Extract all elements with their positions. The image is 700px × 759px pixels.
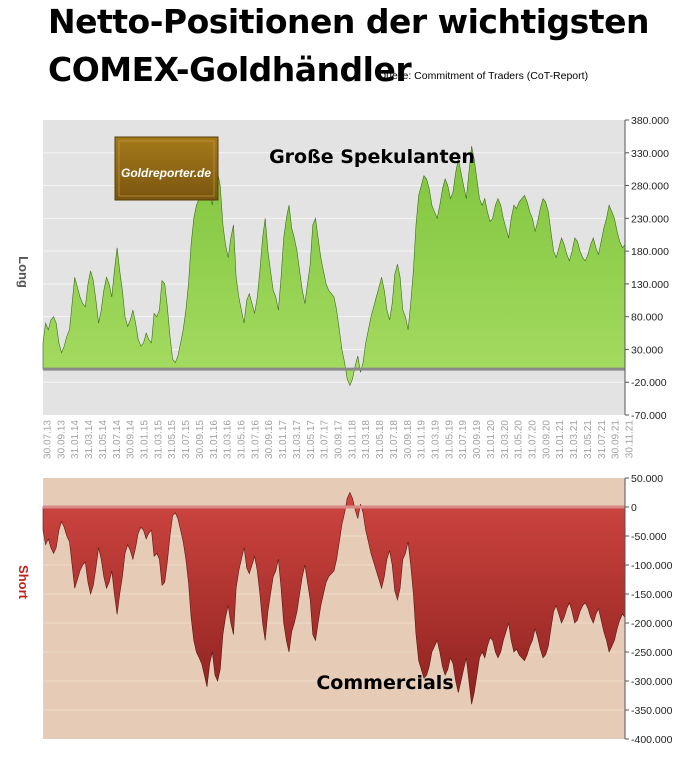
x-tick-label: 31.07.18 — [389, 420, 400, 459]
x-tick-label: 30.09.16 — [264, 420, 275, 459]
x-tick-label: 31.01.21 — [555, 420, 566, 459]
y-tick-label: -100.000 — [631, 560, 673, 572]
y-tick-label: -300.000 — [631, 676, 673, 688]
page-title-line-1: Netto-Positionen der wichtigsten — [48, 2, 649, 41]
x-tick-label: 30.09.19 — [472, 420, 483, 459]
bottom-y-axis-label: Short — [16, 565, 31, 600]
top-y-tick-labels: 380.000 330.000 280.000 230.000 180.000 130.0… — [625, 115, 669, 422]
top-series-title: Große Spekulanten — [269, 146, 475, 168]
logo-text: Goldreporter.de — [121, 166, 211, 180]
x-tick-label: 30.09.17 — [334, 420, 345, 459]
goldreporter-logo: Goldreporter.de — [114, 136, 219, 201]
x-tick-label: 30.09.14 — [126, 420, 137, 459]
x-tick-label: 31.07.15 — [181, 420, 192, 459]
x-tick-label: 31.05.17 — [306, 420, 317, 459]
x-tick-label: 31.01.15 — [140, 420, 151, 459]
y-tick-label: -250.000 — [631, 647, 673, 659]
short-area-series — [42, 491, 626, 705]
x-tick-label: 31.03.17 — [292, 420, 303, 459]
x-tick-label: 31.03.18 — [361, 420, 372, 459]
y-tick-label: 50.000 — [631, 473, 663, 485]
x-tick-label: 30.09.18 — [403, 420, 414, 459]
y-tick-label: -200.000 — [631, 618, 673, 630]
x-tick-label: 31.01.18 — [347, 420, 358, 459]
x-tick-label: 30.09.15 — [195, 420, 206, 459]
bottom-y-tick-labels: 50.000 0 -50.000 -100.000 -150.000 -200.000 -2… — [625, 473, 673, 746]
x-tick-label: 31.01.17 — [278, 420, 289, 459]
y-tick-label: 80.000 — [631, 312, 663, 324]
x-tick-label: 31.05.16 — [237, 420, 248, 459]
x-tick-label: 30.09.21 — [611, 420, 622, 459]
y-tick-label: 280.000 — [631, 181, 669, 193]
x-tick-label: 31.07.16 — [250, 420, 261, 459]
x-tick-label: 31.07.17 — [320, 420, 331, 459]
x-tick-label: 31.05.20 — [514, 420, 525, 459]
x-tick-label: 31.03.20 — [500, 420, 511, 459]
x-tick-label: 31.05.14 — [98, 420, 109, 459]
long-area-series — [42, 146, 626, 387]
x-tick-label: 31.03.16 — [223, 420, 234, 459]
x-tick-label: 31.01.20 — [486, 420, 497, 459]
y-tick-label: 230.000 — [631, 213, 669, 225]
x-tick-label: 31.03.14 — [84, 420, 95, 459]
x-tick-label: 31.05.19 — [444, 420, 455, 459]
y-tick-label: -400.000 — [631, 734, 673, 746]
x-tick-label: 31.03.19 — [431, 420, 442, 459]
y-tick-label: -150.000 — [631, 589, 673, 601]
y-tick-label: -350.000 — [631, 705, 673, 717]
y-tick-label: -50.000 — [631, 531, 667, 543]
y-tick-label: -70.000 — [631, 410, 667, 422]
y-tick-label: 380.000 — [631, 115, 669, 127]
y-tick-label: 330.000 — [631, 148, 669, 160]
bottom-series-title: Commercials — [316, 672, 453, 694]
x-tick-label: 31.07.14 — [112, 420, 123, 459]
x-tick-label: 31.03.21 — [569, 420, 580, 459]
x-tick-label: 31.07.20 — [528, 420, 539, 459]
x-tick-label: 31.01.14 — [70, 420, 81, 459]
y-tick-label: 30.000 — [631, 344, 663, 356]
y-tick-label: 0 — [631, 502, 637, 514]
x-tick-label: 31.05.21 — [583, 420, 594, 459]
y-tick-label: 180.000 — [631, 246, 669, 258]
x-tick-label: 30.09.20 — [541, 420, 552, 459]
x-tick-label: 31.07.19 — [458, 420, 469, 459]
top-y-axis-label: Long — [16, 256, 31, 288]
x-tick-label: 30.11.21 — [625, 420, 636, 459]
x-tick-label: 31.07.21 — [597, 420, 608, 459]
x-tick-label: 31.05.15 — [167, 420, 178, 459]
x-tick-label: 30.09.13 — [56, 420, 67, 459]
x-tick-label: 31.03.15 — [153, 420, 164, 459]
page-title-line-2: COMEX-Goldhändler — [48, 50, 412, 89]
x-tick-label: 31.05.18 — [375, 420, 386, 459]
source-note: Quelle: Commitment of Traders (CoT-Repor… — [378, 70, 589, 82]
y-tick-label: 130.000 — [631, 279, 669, 291]
x-tick-labels: 30.07.13 30.09.13 31.01.14 31.03.14 31.05.14… — [43, 420, 636, 459]
y-tick-label: -20.000 — [631, 377, 667, 389]
x-tick-label: 31.01.19 — [417, 420, 428, 459]
x-tick-label: 31.01.16 — [209, 420, 220, 459]
x-tick-label: 30.07.13 — [43, 420, 54, 459]
